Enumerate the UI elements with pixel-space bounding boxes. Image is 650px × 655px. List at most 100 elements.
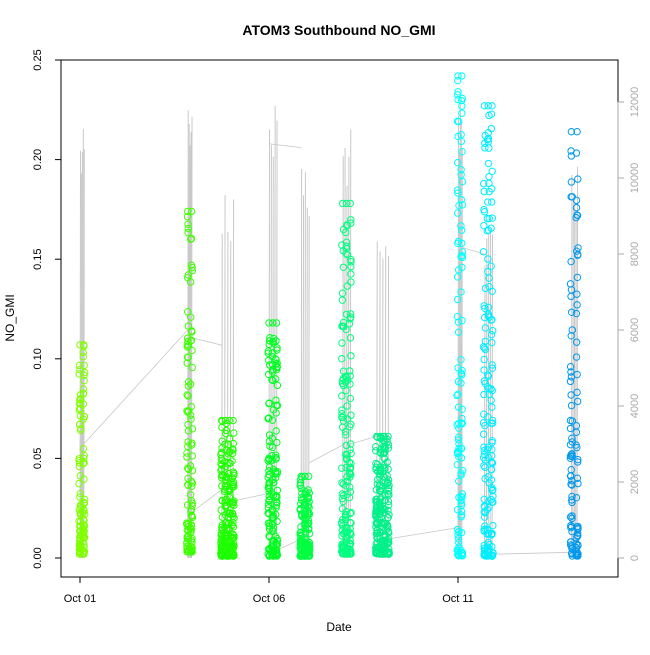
data-point bbox=[184, 308, 192, 316]
data-point bbox=[228, 449, 237, 458]
data-point bbox=[574, 175, 582, 183]
data-point bbox=[79, 385, 88, 393]
data-point bbox=[484, 268, 492, 276]
data-point bbox=[573, 397, 582, 406]
data-point bbox=[573, 388, 581, 397]
data-point bbox=[567, 128, 576, 136]
data-point bbox=[458, 109, 466, 117]
data-point bbox=[457, 165, 465, 174]
data-point bbox=[457, 513, 466, 521]
data-point bbox=[566, 377, 575, 386]
data-point bbox=[573, 128, 581, 136]
data-point bbox=[483, 505, 492, 514]
axes-layer: 0.00 0.05 0.10 0.15 0.20 0.25 0 2000 4000 6000 800… bbox=[32, 49, 641, 605]
data-point bbox=[342, 242, 351, 250]
data-point bbox=[183, 407, 191, 415]
data-point bbox=[458, 248, 467, 256]
altitude-transit-line bbox=[233, 493, 270, 502]
data-point bbox=[339, 199, 347, 208]
data-point bbox=[458, 419, 467, 428]
data-point bbox=[457, 454, 466, 462]
data-point bbox=[572, 196, 581, 205]
data-point bbox=[568, 434, 576, 443]
data-point bbox=[187, 402, 196, 411]
data-point bbox=[229, 523, 238, 531]
data-point bbox=[385, 548, 393, 557]
data-point bbox=[229, 539, 238, 548]
data-point bbox=[345, 547, 354, 556]
data-point bbox=[566, 472, 575, 480]
data-point bbox=[342, 199, 351, 208]
altitude-spike bbox=[349, 129, 352, 559]
data-point bbox=[79, 400, 88, 408]
data-point bbox=[457, 355, 465, 364]
data-point bbox=[272, 451, 280, 459]
data-point bbox=[272, 396, 280, 404]
altitude-spike bbox=[459, 104, 461, 559]
data-point bbox=[188, 479, 197, 487]
data-point bbox=[568, 498, 576, 507]
data-point bbox=[380, 504, 388, 513]
data-point bbox=[484, 198, 492, 206]
data-point bbox=[343, 451, 351, 459]
data-point bbox=[566, 424, 575, 433]
data-point bbox=[225, 510, 234, 518]
altitude-layer bbox=[79, 104, 579, 559]
data-point bbox=[483, 543, 492, 551]
data-point bbox=[273, 493, 281, 502]
data-point bbox=[454, 117, 463, 126]
data-point bbox=[229, 478, 238, 487]
data-point bbox=[273, 363, 281, 372]
data-point bbox=[273, 438, 281, 447]
altitude-spike bbox=[487, 234, 490, 559]
data-point bbox=[297, 472, 305, 481]
data-point bbox=[338, 464, 346, 472]
data-point bbox=[346, 372, 354, 380]
data-point bbox=[566, 513, 575, 521]
data-point bbox=[454, 531, 462, 539]
data-point bbox=[225, 435, 234, 443]
data-point bbox=[183, 391, 191, 399]
data-point bbox=[228, 534, 236, 542]
data-point bbox=[187, 521, 196, 529]
data-point bbox=[268, 443, 277, 451]
data-point bbox=[487, 396, 495, 404]
data-point bbox=[305, 510, 314, 518]
data-point bbox=[484, 134, 493, 143]
data-point bbox=[485, 214, 493, 223]
altitude-spike bbox=[344, 147, 346, 559]
data-point bbox=[188, 544, 196, 552]
altitude-spike bbox=[575, 214, 577, 559]
data-point bbox=[338, 406, 346, 414]
data-point bbox=[480, 179, 488, 188]
data-point bbox=[338, 490, 346, 498]
data-point bbox=[567, 480, 575, 489]
data-point bbox=[384, 489, 392, 498]
data-point bbox=[457, 379, 465, 387]
data-point bbox=[384, 534, 393, 543]
data-point bbox=[264, 500, 273, 509]
altitude-transit-line bbox=[191, 337, 222, 346]
altitude-spike bbox=[342, 156, 344, 559]
data-point bbox=[572, 441, 580, 449]
data-point bbox=[453, 312, 462, 321]
altitude-transit-line bbox=[308, 443, 345, 464]
data-point bbox=[384, 514, 392, 522]
data-point bbox=[346, 199, 354, 208]
data-point bbox=[80, 534, 89, 542]
data-point bbox=[273, 498, 281, 507]
data-point bbox=[79, 348, 87, 357]
data-point bbox=[187, 336, 196, 345]
data-point bbox=[347, 262, 355, 271]
data-point bbox=[573, 290, 581, 298]
data-point bbox=[229, 498, 237, 506]
data-point bbox=[273, 551, 282, 559]
altitude-spike bbox=[576, 166, 579, 559]
data-point bbox=[338, 296, 347, 304]
data-point bbox=[458, 147, 466, 156]
data-point bbox=[484, 255, 492, 263]
data-point bbox=[342, 238, 351, 246]
data-point bbox=[457, 288, 465, 296]
